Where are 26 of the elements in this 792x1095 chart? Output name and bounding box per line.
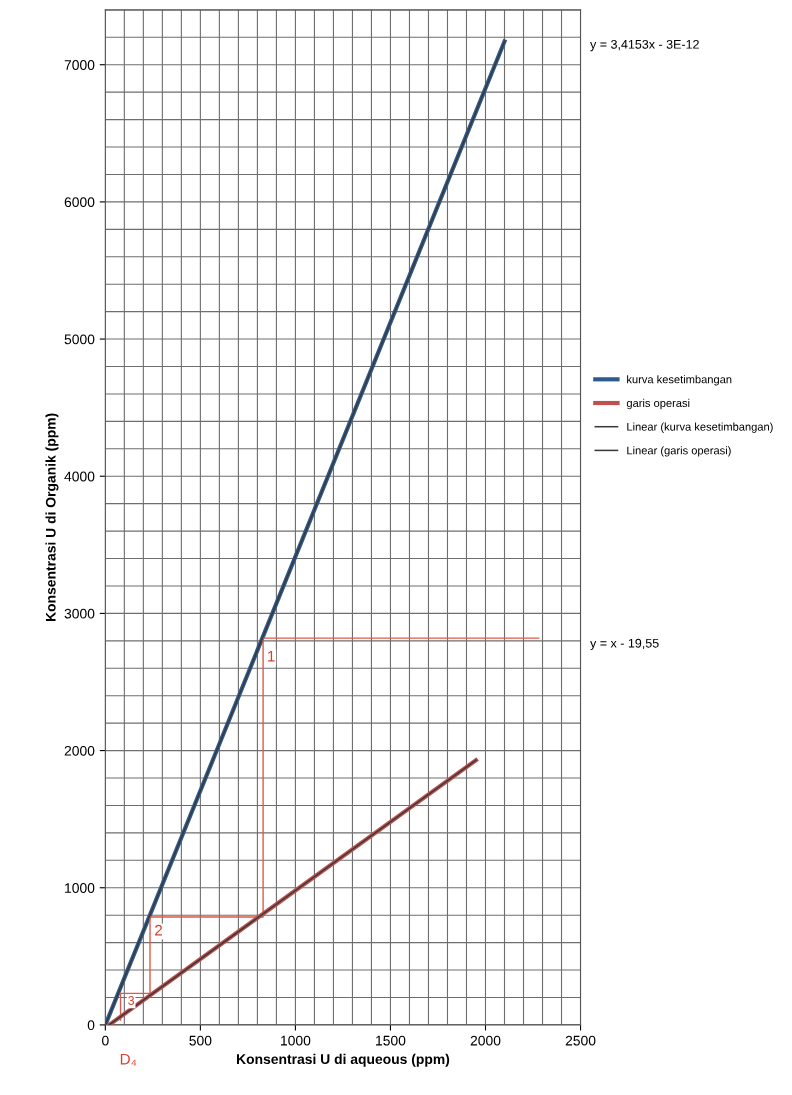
y-tick-label: 5000 xyxy=(64,334,95,345)
y-axis-title: Konsentrasi U di Organik (ppm) xyxy=(45,413,59,622)
legend-label: kurva kesetimbangan xyxy=(627,375,732,386)
x-tick-label: 2500 xyxy=(565,1035,596,1046)
annotation: 1 xyxy=(268,650,275,662)
x-tick-label: 2000 xyxy=(470,1035,501,1046)
legend-label: Linear (kurva kesetimbangan) xyxy=(627,422,773,433)
x-tick-label: 0 xyxy=(102,1035,109,1046)
x-tick-label: 500 xyxy=(189,1035,212,1046)
x-axis-title: Konsentrasi U di aqueous (ppm) xyxy=(237,1053,450,1067)
y-tick-label: 2000 xyxy=(64,745,95,756)
y-tick-label: 7000 xyxy=(64,60,95,70)
x-tick-label: 1500 xyxy=(376,1035,406,1046)
y-tick-label: 0 xyxy=(87,1020,95,1031)
legend-label: Linear (garis operasi) xyxy=(627,446,731,457)
text: y = 3,4153x - 3E-12 xyxy=(590,39,699,52)
y-tick-label: 6000 xyxy=(64,197,95,208)
legend-label: garis operasi xyxy=(626,398,690,410)
annotation: 2 xyxy=(155,924,163,936)
y-tick-label: 1000 xyxy=(65,883,95,893)
x-tick-label: 1000 xyxy=(281,1035,311,1046)
y-tick-label: 4000 xyxy=(64,471,95,482)
annotation: 3 xyxy=(128,996,135,1005)
y-tick-label: 3000 xyxy=(64,608,95,619)
text: y = x - 19,55 xyxy=(590,638,659,651)
text: D₄ xyxy=(120,1053,137,1066)
